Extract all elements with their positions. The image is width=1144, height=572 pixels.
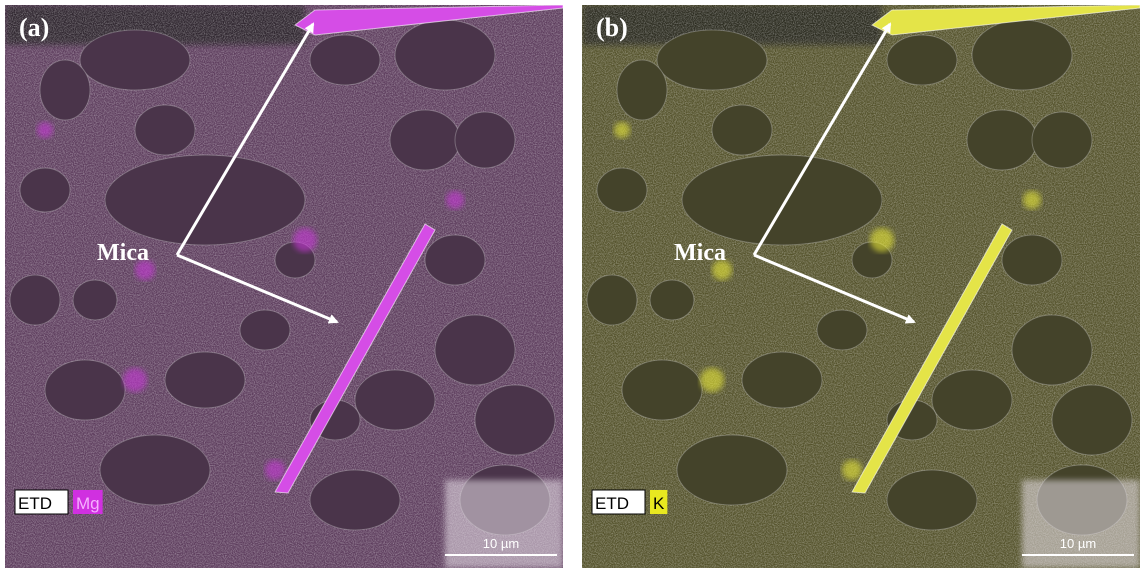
grain-particle [73,280,117,320]
grain-particle [1032,112,1092,168]
grain-particle [135,105,195,155]
legend-element: Mg [76,494,100,513]
grain-particle [597,168,647,212]
element-hotspot [265,460,285,480]
element-hotspot [614,122,630,138]
grain-particle [657,30,767,90]
grain-particle [355,370,435,430]
grain-particle [395,20,495,90]
grain-particle [682,155,882,245]
grain-particle [742,352,822,408]
element-hotspot [700,368,724,392]
page: {"panels": [ {"label": "(a)", "annotatio… [0,0,1144,572]
grain-particle [40,60,90,120]
legend-detector: ETD [595,494,629,513]
grain-particle [887,470,977,530]
grain-particle [1012,315,1092,385]
grain-particle [165,352,245,408]
grain-particle [455,112,515,168]
panel-b: (b) Mica ETD K 10 µm [582,5,1140,568]
legend-detector: ETD [18,494,52,513]
element-hotspot [446,191,464,209]
grain-particle [475,385,555,455]
panel-label: (b) [596,13,628,42]
grain-particle [20,168,70,212]
panel-a: (a) Mica ETD Mg 10 µm [5,5,563,568]
grain-particle [622,360,702,420]
legend-element: K [653,494,665,513]
grain-particle [10,275,60,325]
grain-particle [587,275,637,325]
annotation: Mica [674,240,726,266]
scale-bar-label: 10 µm [483,536,519,551]
grain-particle [80,30,190,90]
element-hotspot [293,228,317,252]
element-hotspot [37,122,53,138]
grain-particle [425,235,485,285]
element-hotspot [842,460,862,480]
grain-particle [817,310,867,350]
element-hotspot [1023,191,1041,209]
grain-particle [967,110,1037,170]
grain-particle [712,105,772,155]
grain-particle [932,370,1012,430]
panel-label: (a) [19,13,49,42]
grain-particle [45,360,125,420]
grain-particle [310,35,380,85]
element-hotspot [870,228,894,252]
figure: (a) Mica ETD Mg 10 µm (b) Mica ETD K 10 µm [0,0,1144,572]
grain-particle [1052,385,1132,455]
grain-particle [1002,235,1062,285]
scale-bar-label: 10 µm [1060,536,1096,551]
grain-particle [390,110,460,170]
element-hotspot [123,368,147,392]
grain-particle [105,155,305,245]
grain-particle [310,470,400,530]
grain-particle [972,20,1072,90]
annotation: Mica [97,240,149,266]
grain-particle [100,435,210,505]
grain-particle [240,310,290,350]
grain-particle [617,60,667,120]
grain-particle [887,35,957,85]
grain-particle [650,280,694,320]
grain-particle [677,435,787,505]
grain-particle [435,315,515,385]
